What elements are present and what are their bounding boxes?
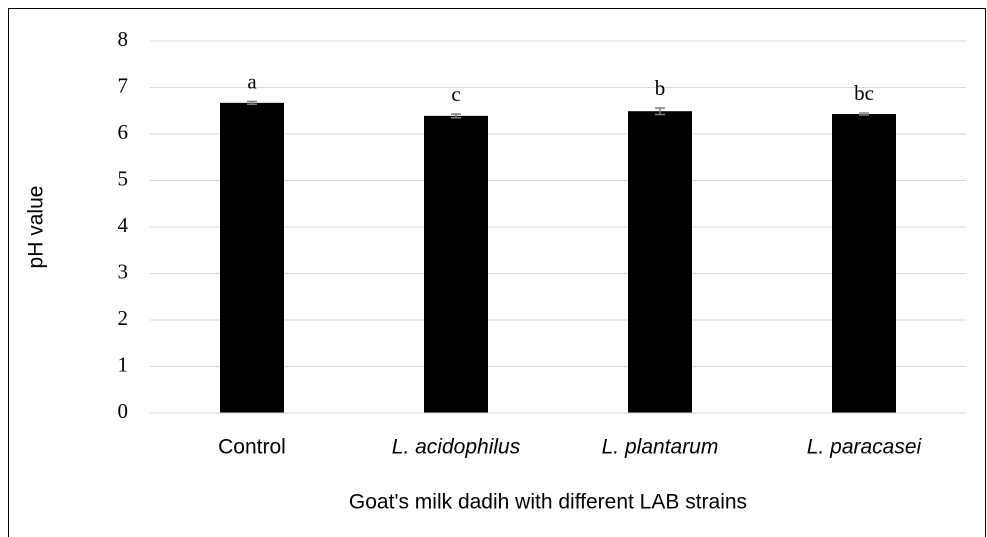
x-tick-label: L. acidophilus xyxy=(392,436,521,459)
y-tick-label: 2 xyxy=(118,306,129,330)
y-tick-label: 3 xyxy=(118,259,129,283)
annotation: bc xyxy=(854,81,874,105)
y-tick-label: 6 xyxy=(118,120,129,144)
y-tick-label: 0 xyxy=(118,399,129,423)
annotation: a xyxy=(247,69,257,93)
bar xyxy=(832,114,896,413)
y-tick-label: 5 xyxy=(118,166,129,190)
bar xyxy=(424,115,488,414)
x-axis-label: Goat's milk dadih with different LAB str… xyxy=(349,491,747,514)
y-tick-label: 8 xyxy=(118,27,129,51)
x-tick-label: L. plantarum xyxy=(602,436,719,459)
annotation: c xyxy=(451,82,460,106)
x-tick-label: L. paracasei xyxy=(807,436,923,459)
bar xyxy=(220,102,284,413)
y-axis-label: pH value xyxy=(25,186,48,269)
y-tick-label: 7 xyxy=(118,73,129,97)
y-tick-label: 4 xyxy=(118,213,129,237)
y-tick-label: 1 xyxy=(118,352,129,376)
chart-border xyxy=(8,8,986,537)
x-tick-label: Control xyxy=(218,436,286,459)
bar xyxy=(628,111,692,413)
annotation: b xyxy=(655,76,666,100)
